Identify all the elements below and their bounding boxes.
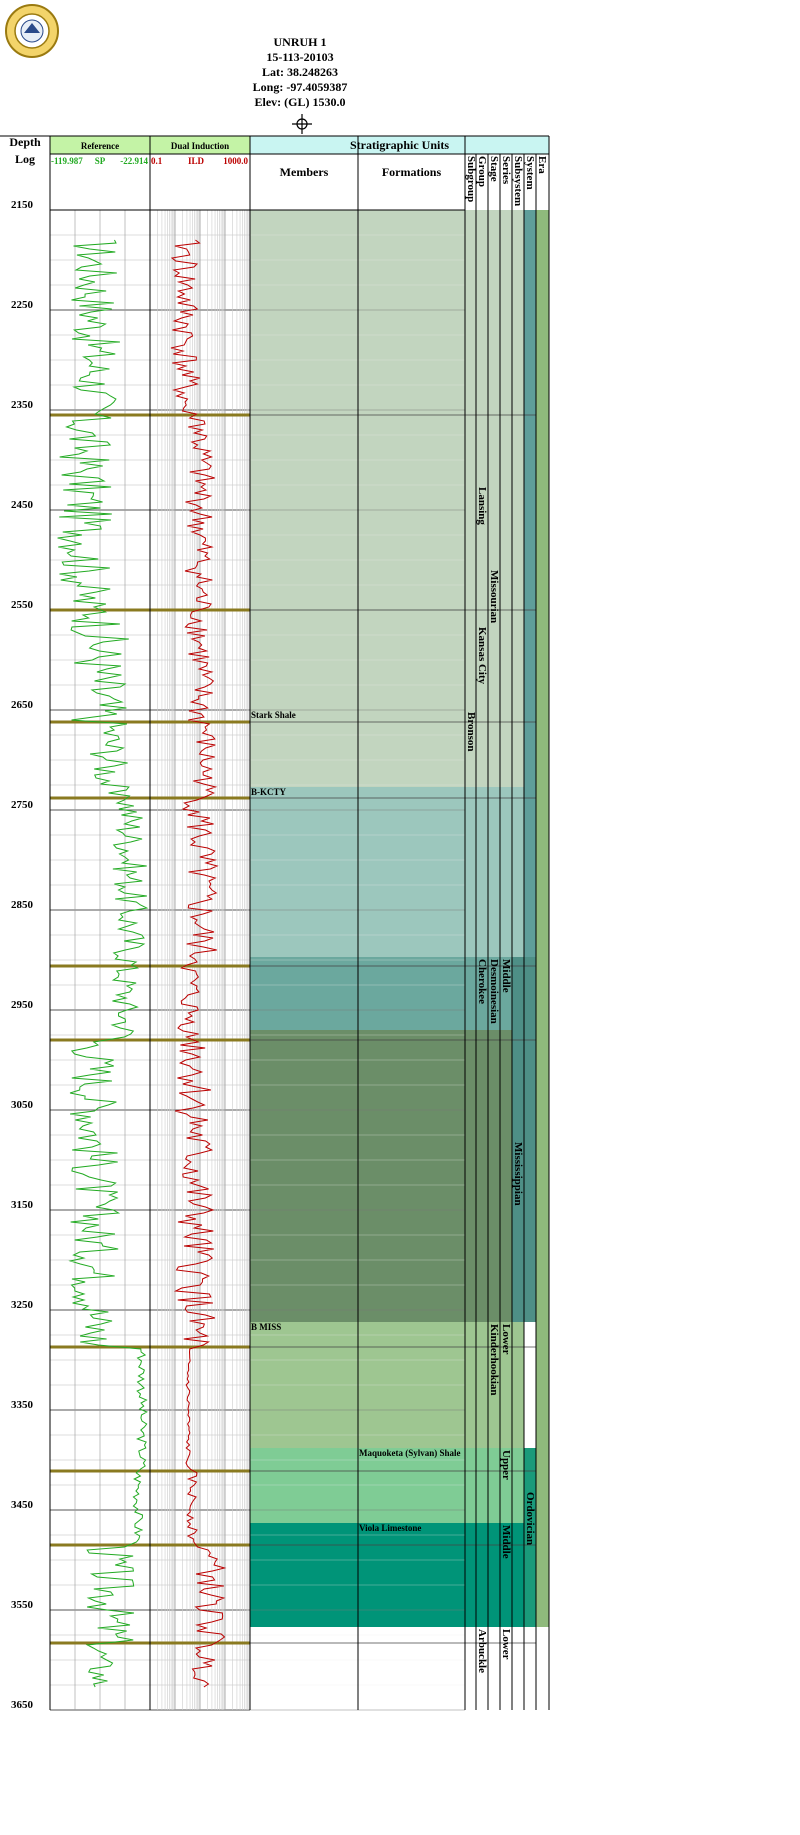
- induction-track-title: Dual Induction: [171, 141, 229, 151]
- rank-header-system: System: [524, 156, 536, 190]
- depth-label: 2150: [11, 199, 34, 211]
- depth-label: 2650: [11, 699, 34, 711]
- strat-unit-band: [250, 1523, 524, 1627]
- unit-label-stage: Kinderhookian: [488, 1324, 500, 1396]
- unit-label-series: Lower: [500, 1629, 512, 1660]
- depth-title: Depth: [9, 135, 41, 149]
- depth-label: 2750: [11, 799, 34, 811]
- elevation: Elev: (GL) 1530.0: [254, 95, 346, 109]
- longitude: Long: -97.4059387: [252, 80, 348, 94]
- strat-unit-band: [250, 1030, 524, 1322]
- unit-label-subgroup: Bronson: [465, 712, 477, 752]
- depth-label: 2450: [11, 499, 34, 511]
- unit-label-group: Lansing: [476, 487, 488, 525]
- unit-label-series: Middle: [500, 959, 512, 993]
- depth-label: 3550: [11, 1599, 34, 1611]
- ild-scale-max: 1000.0: [223, 156, 248, 166]
- reference-header-fill: [50, 136, 150, 154]
- unit-label-system: Ordovician: [524, 1492, 536, 1545]
- member-label: Stark Shale: [251, 710, 296, 720]
- reference-track-title: Reference: [81, 141, 119, 151]
- unit-label-series: Upper: [500, 1450, 512, 1480]
- formation-label: Maquoketa (Sylvan) Shale: [359, 1448, 461, 1458]
- latitude: Lat: 38.248263: [262, 65, 338, 79]
- formation-label: Viola Limestone: [359, 1523, 421, 1533]
- strat-header-fill: [250, 136, 549, 154]
- era-band: [536, 210, 549, 1627]
- sp-scale-min: -119.987: [51, 156, 83, 166]
- unit-label-stage: Desmoinesian: [488, 959, 500, 1024]
- rank-header-series: Series: [500, 156, 512, 185]
- sp-curve: [57, 239, 149, 1688]
- unit-label-group: Cherokee: [476, 959, 488, 1004]
- rank-header-subsystem: Subsystem: [512, 156, 524, 206]
- unit-label-subsystem: Mississippian: [512, 1142, 524, 1206]
- rank-header-era: Era: [536, 156, 548, 174]
- system-ordovician-band: [524, 1448, 536, 1627]
- rank-header-subgroup: Subgroup: [465, 156, 477, 202]
- well-name: UNRUH 1: [273, 35, 327, 49]
- induction-header-fill: [150, 136, 250, 154]
- well-location-icon: [292, 114, 312, 134]
- ild-curve-name: ILD: [188, 156, 205, 166]
- depth-label: 3350: [11, 1399, 34, 1411]
- formations-header: Formations: [382, 165, 442, 179]
- system-pennsylvanian-band: [524, 210, 536, 957]
- ild-scale-min: 0.1: [151, 156, 163, 166]
- sp-scale-max: -22.914: [120, 156, 148, 166]
- depth-label: 3650: [11, 1699, 34, 1711]
- depth-label: 3450: [11, 1499, 34, 1511]
- ild-curve: [170, 239, 227, 1688]
- depth-label: 2850: [11, 899, 34, 911]
- members-header: Members: [280, 165, 329, 179]
- depth-label: 2250: [11, 299, 34, 311]
- member-label: B-KCTY: [251, 787, 287, 797]
- unit-label-group: Arbuckle: [476, 1629, 488, 1673]
- strat-units-title: Stratigraphic Units: [350, 138, 449, 152]
- depth-label: 3150: [11, 1199, 34, 1211]
- depth-subtitle: Log: [15, 152, 35, 166]
- strat-unit-band: [250, 710, 524, 787]
- api-number: 15-113-20103: [266, 50, 334, 64]
- member-label: B MISS: [251, 1322, 281, 1332]
- unit-label-series: Middle: [500, 1525, 512, 1559]
- strat-unit-band: [250, 1448, 524, 1523]
- depth-label: 3250: [11, 1299, 34, 1311]
- depth-label: 2950: [11, 999, 34, 1011]
- unit-label-series: Lower: [500, 1324, 512, 1355]
- kgs-logo: [5, 4, 59, 58]
- unit-label-stage: Missourian: [488, 570, 500, 623]
- depth-label: 3050: [11, 1099, 34, 1111]
- unit-label-group: Kansas City: [476, 627, 488, 685]
- depth-label: 2350: [11, 399, 34, 411]
- rank-header-group: Group: [476, 156, 488, 187]
- rank-header-stage: Stage: [488, 156, 500, 182]
- sp-curve-name: SP: [95, 156, 106, 166]
- strat-unit-band: [250, 957, 524, 1030]
- strat-unit-band: [250, 787, 524, 957]
- depth-label: 2550: [11, 599, 34, 611]
